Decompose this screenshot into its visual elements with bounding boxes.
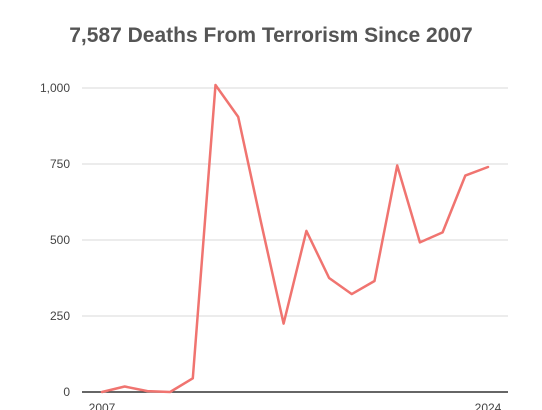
data-point [145,389,149,393]
series-layer [100,83,490,394]
y-tick-label: 0 [63,385,70,399]
data-point [327,276,331,280]
data-point [350,292,354,296]
data-point [100,390,104,394]
x-tick-label: 2024 [475,401,502,410]
data-point [395,164,399,168]
data-point [372,279,376,283]
data-point [123,385,127,389]
data-point [168,390,172,394]
data-point [418,240,422,244]
chart-title: 7,587 Deaths From Terrorism Since 2007 [69,24,473,47]
data-point [214,83,218,87]
data-point [236,115,240,119]
series-line [100,83,490,394]
y-tick-label: 1,000 [40,81,70,95]
y-tick-label: 500 [50,233,70,247]
tick-labels: 0 250 500 750 1,000 2007 2024 [40,81,502,410]
y-tick-label: 250 [50,309,70,323]
data-point [486,165,490,169]
data-point [441,230,445,234]
data-point [463,174,467,178]
data-point [282,322,286,326]
data-point [191,376,195,380]
y-tick-label: 750 [50,157,70,171]
x-tick-label: 2007 [89,401,116,410]
data-point [259,220,263,224]
gridlines [82,87,508,317]
data-point [304,229,308,233]
